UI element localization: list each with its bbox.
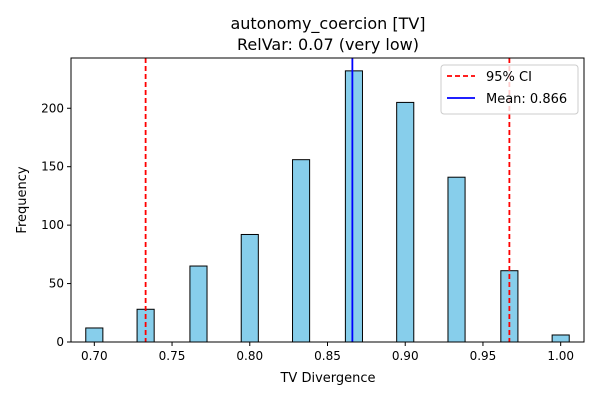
bars-group xyxy=(85,70,570,343)
x-axis: 0.70 0.75 0.80 0.85 0.90 0.95 1.00 xyxy=(81,342,574,363)
y-tick-label: 150 xyxy=(41,160,64,174)
x-tick-label: 0.75 xyxy=(159,349,186,363)
histogram-bar xyxy=(85,327,104,343)
x-tick-label: 1.00 xyxy=(547,349,574,363)
histogram-bar xyxy=(447,176,466,343)
y-tick-label: 50 xyxy=(49,277,64,291)
histogram-bar xyxy=(344,70,363,343)
y-tick-label: 200 xyxy=(41,101,64,115)
histogram-bar xyxy=(551,334,570,343)
legend-mean-label: Mean: 0.866 xyxy=(486,92,567,107)
x-tick-label: 0.90 xyxy=(392,349,419,363)
x-tick-label: 0.80 xyxy=(236,349,263,363)
histogram-bar xyxy=(189,265,208,343)
y-axis-label: Frequency xyxy=(15,166,30,233)
histogram-bar xyxy=(240,233,259,343)
y-axis: 0 50 100 150 200 xyxy=(41,101,71,349)
y-tick-label: 100 xyxy=(41,218,64,232)
chart-title: autonomy_coercion [TV] xyxy=(230,14,425,34)
chart-subtitle: RelVar: 0.07 (very low) xyxy=(237,35,419,54)
y-tick-label: 0 xyxy=(56,335,64,349)
legend-ci-label: 95% CI xyxy=(486,70,532,85)
histogram-bar xyxy=(396,101,415,343)
x-tick-label: 0.70 xyxy=(81,349,108,363)
x-axis-label: TV Divergence xyxy=(279,371,375,386)
legend-box xyxy=(440,64,579,115)
x-tick-label: 0.85 xyxy=(314,349,341,363)
histogram-bar xyxy=(292,159,311,343)
legend: 95% CI Mean: 0.866 xyxy=(440,64,579,115)
x-tick-label: 0.95 xyxy=(470,349,497,363)
reference-lines xyxy=(144,58,511,342)
